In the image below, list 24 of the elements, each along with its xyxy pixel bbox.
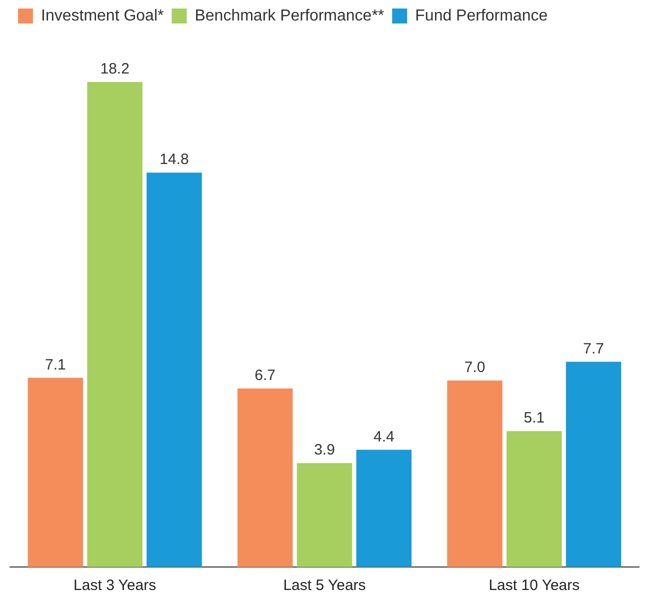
data-label: 6.7 <box>254 367 276 384</box>
data-label: 3.9 <box>314 442 335 459</box>
data-label: 4.4 <box>373 428 394 446</box>
x-tick-label: Last 5 Years <box>283 577 366 594</box>
bar <box>146 172 202 567</box>
data-label: 7.7 <box>583 340 604 358</box>
bar <box>356 450 412 567</box>
bar <box>87 82 142 567</box>
legend-label: Investment Goal* <box>41 7 164 24</box>
legend-label: Benchmark Performance** <box>194 7 384 24</box>
data-label: 14.8 <box>160 151 189 168</box>
x-tick-label: Last 10 Years <box>488 577 580 594</box>
data-label: 7.0 <box>464 359 486 376</box>
data-label: 7.1 <box>45 356 66 374</box>
bar <box>237 388 293 567</box>
data-label: 5.1 <box>524 410 545 427</box>
data-label: 18.2 <box>100 60 130 78</box>
bar <box>506 431 562 567</box>
bar <box>566 362 622 567</box>
legend-label: Fund Performance <box>415 7 548 24</box>
bar <box>296 463 352 567</box>
bar <box>447 380 502 567</box>
x-tick-label: Last 3 Years <box>74 577 156 594</box>
bar <box>28 378 84 567</box>
